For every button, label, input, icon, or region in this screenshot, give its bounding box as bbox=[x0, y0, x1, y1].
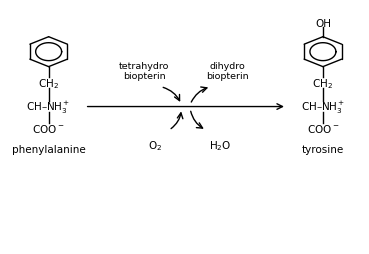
Text: OH: OH bbox=[315, 19, 331, 29]
Text: O$_2$: O$_2$ bbox=[148, 139, 162, 152]
Text: H$_2$O: H$_2$O bbox=[209, 139, 231, 152]
Text: COO$^-$: COO$^-$ bbox=[307, 122, 339, 134]
Text: tetrahydro
biopterin: tetrahydro biopterin bbox=[119, 61, 169, 81]
Text: dihydro
biopterin: dihydro biopterin bbox=[206, 61, 249, 81]
Text: COO$^-$: COO$^-$ bbox=[32, 122, 65, 134]
Text: phenylalanine: phenylalanine bbox=[12, 144, 86, 154]
Text: CH$_2$: CH$_2$ bbox=[38, 77, 59, 90]
Text: CH$_2$: CH$_2$ bbox=[313, 77, 334, 90]
Text: tyrosine: tyrosine bbox=[302, 144, 344, 154]
Text: CH–NH$_3^+$: CH–NH$_3^+$ bbox=[27, 99, 71, 115]
Text: CH–NH$_3^+$: CH–NH$_3^+$ bbox=[301, 99, 345, 115]
